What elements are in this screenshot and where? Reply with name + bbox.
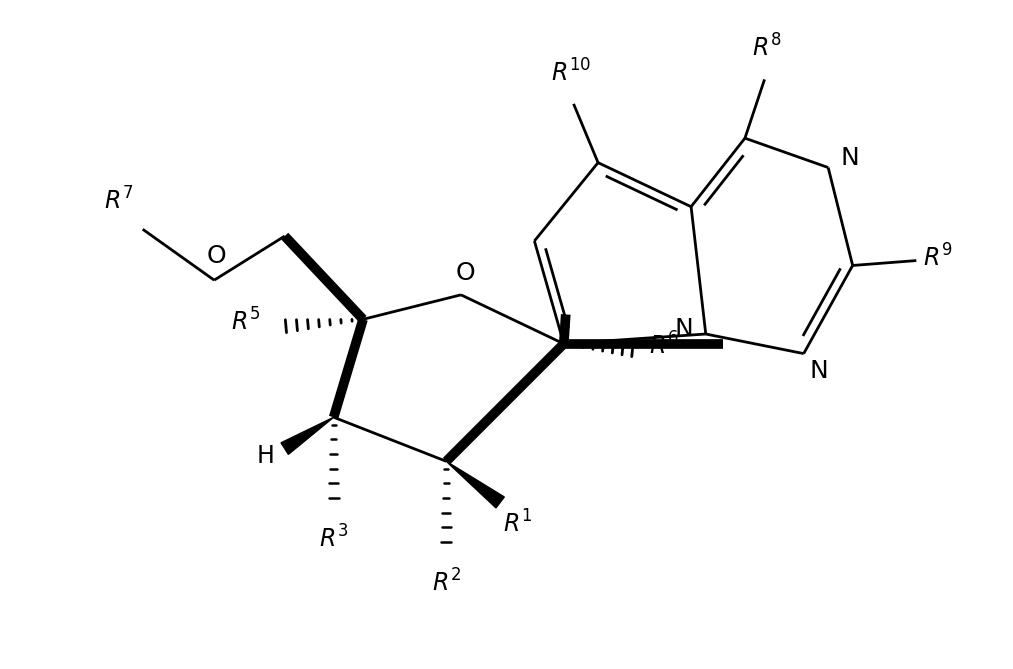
Text: O: O <box>207 244 226 268</box>
Text: $R^{1}$: $R^{1}$ <box>503 510 532 537</box>
Polygon shape <box>281 417 333 454</box>
Text: H: H <box>257 444 275 468</box>
Text: $R^{6}$: $R^{6}$ <box>649 332 679 359</box>
Text: $R^{7}$: $R^{7}$ <box>103 187 133 215</box>
Text: N: N <box>675 317 694 341</box>
Text: $R^{10}$: $R^{10}$ <box>551 59 591 86</box>
Text: O: O <box>456 262 476 285</box>
Text: $R^{5}$: $R^{5}$ <box>231 308 260 336</box>
Polygon shape <box>447 462 504 508</box>
Text: $R^{2}$: $R^{2}$ <box>432 569 461 596</box>
Text: $R^{9}$: $R^{9}$ <box>923 244 952 271</box>
Text: N: N <box>809 359 828 383</box>
Text: $R^{8}$: $R^{8}$ <box>752 35 781 62</box>
Text: $R^{3}$: $R^{3}$ <box>319 525 348 552</box>
Text: N: N <box>841 146 859 170</box>
